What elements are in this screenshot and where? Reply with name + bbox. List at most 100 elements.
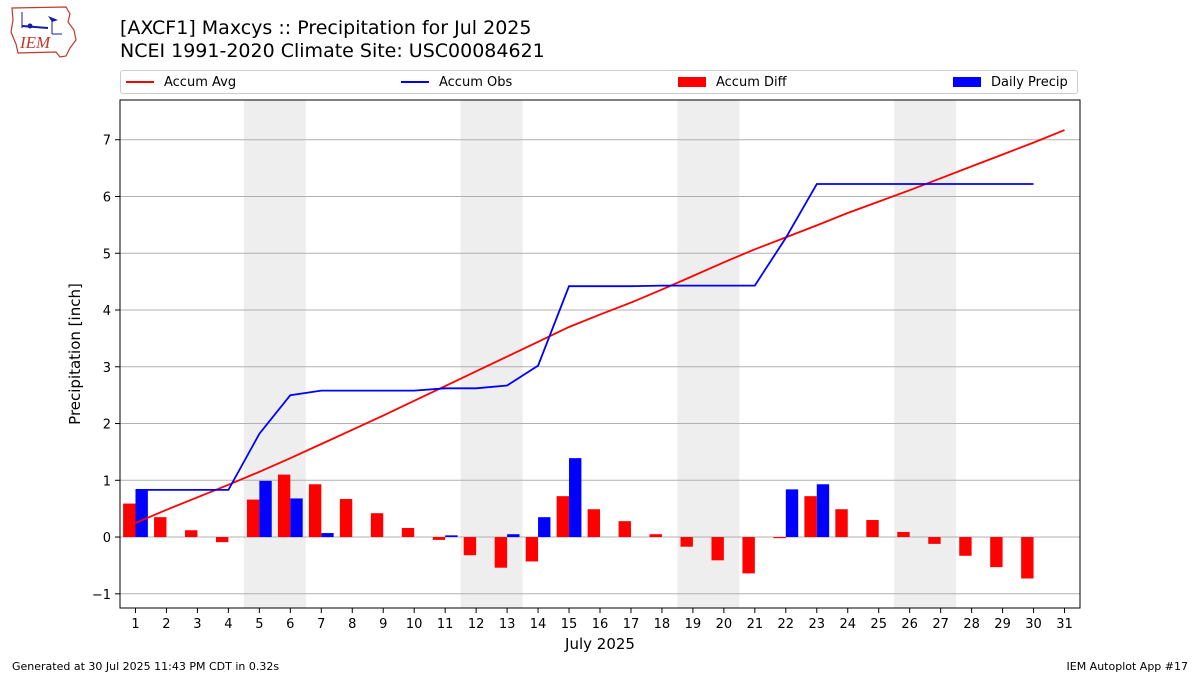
accum-diff-bar [463,537,477,556]
accum-obs-line-swatch [401,81,429,83]
x-tick-label: 2 [162,617,170,632]
y-tick-label: 2 [103,418,111,433]
accum-diff-bar [525,537,539,562]
accum-diff-bar [556,496,570,538]
accum-diff-bar [123,503,136,538]
bars [123,458,1034,579]
accum-diff-bar [680,537,693,547]
accum-diff-bar [1021,537,1034,579]
y-tick-label: 3 [103,361,111,376]
y-tick-label: 5 [103,247,111,262]
accum-diff-bar [928,537,941,544]
accum-diff-bar [897,531,910,538]
accum-diff-box-swatch [678,77,706,87]
daily-precip-bar [135,489,148,538]
x-tick-label: 26 [901,617,918,632]
accum-diff-bar [401,527,415,538]
accum-diff-bar [370,513,384,538]
generated-timestamp: Generated at 30 Jul 2025 11:43 PM CDT in… [12,660,280,673]
x-tick-label: 16 [592,617,609,632]
x-axis-label: July 2025 [564,635,635,653]
chart-title: [AXCF1] Maxcys :: Precipitation for Jul … [120,17,532,39]
x-tick-label: 25 [870,617,887,632]
x-tick-label: 23 [809,617,826,632]
y-tick-label: 7 [103,134,111,149]
accum-diff-bar [277,474,291,538]
accum-obs-line [135,183,1034,491]
chart-subtitle: NCEI 1991-2020 Climate Site: USC00084621 [120,40,545,62]
x-tick-label: 11 [437,617,454,632]
x-tick-label: 8 [348,617,356,632]
legend-item-accum-diff: Accum Diff [678,71,787,93]
x-tick-label: 3 [193,617,201,632]
legend-item-accum-avg: Accum Avg [126,71,236,93]
daily-precip-bar [507,534,520,538]
x-tick-label: 31 [1056,617,1073,632]
lines [135,129,1065,524]
x-tick-label: 5 [255,617,263,632]
accum-diff-bar [154,517,167,538]
legend-item-accum-obs: Accum Obs [401,71,512,93]
app-label: IEM Autoplot App #17 [1066,660,1189,673]
accum-diff-bar [773,537,786,539]
daily-precip-bar [321,533,334,538]
accum-diff-bar [711,537,724,561]
x-tick-label: 4 [224,617,232,632]
accum-diff-bar [216,537,229,543]
daily-precip-bar [290,498,303,538]
y-axis-label: Precipitation [inch] [66,283,84,425]
logo-text: IEM [19,33,51,52]
accum-diff-bar [649,534,662,538]
x-tick-label: 28 [963,617,980,632]
daily-precip-box-swatch [953,77,981,87]
daily-precip-bar [538,517,551,538]
accum-diff-bar [835,509,848,538]
y-tick-label: −1 [92,588,111,603]
accum-avg-line-swatch [126,81,154,83]
daily-precip-bar [445,535,458,538]
x-tick-label: 24 [839,617,856,632]
accum-diff-bar [432,537,446,540]
legend-label-accum-diff: Accum Diff [716,74,787,90]
legend-label-daily-precip: Daily Precip [991,74,1068,90]
x-tick-label: 18 [654,617,671,632]
x-tick-label: 21 [747,617,764,632]
accum-diff-bar [185,530,198,538]
x-tick-label: 30 [1025,617,1042,632]
legend-item-daily-precip: Daily Precip [953,71,1068,93]
accum-diff-bar [618,521,631,538]
y-tick-label: 0 [103,531,111,546]
accum-diff-bar [339,499,353,538]
legend-label-accum-avg: Accum Avg [164,74,237,90]
legend-label-accum-obs: Accum Obs [439,74,513,90]
x-tick-label: 13 [499,617,516,632]
daily-precip-bar [816,484,830,538]
x-tick-label: 29 [994,617,1011,632]
accum-diff-bar [494,537,508,568]
x-tick-label: 27 [932,617,949,632]
x-axis: 1 2 3 4 5 6 7 8 9 10 11 12 13 14 15 16 17 18 19 20 21 22 23 24 2… [131,608,1073,632]
daily-precip-bar [785,489,799,538]
accum-diff-bar [959,537,972,556]
accum-diff-bar [866,520,879,538]
y-tick-label: 1 [103,474,111,489]
accum-diff-bar [587,509,600,538]
weekend-band [677,100,740,608]
accum-diff-bar [990,537,1003,568]
iem-logo: IEM [10,6,77,58]
daily-precip-bar [569,458,582,538]
chart-legend: Accum Avg Accum Obs Accum Diff Daily Pre… [120,70,1078,94]
x-tick-label: 12 [468,617,485,632]
x-tick-label: 20 [716,617,733,632]
x-tick-label: 1 [131,617,139,632]
y-tick-label: 4 [103,304,111,319]
x-tick-label: 7 [317,617,325,632]
accum-diff-bar [804,496,817,538]
x-tick-label: 15 [561,617,578,632]
accum-diff-bar [742,537,755,574]
accum-diff-bar [308,484,322,538]
x-tick-label: 10 [406,617,423,632]
x-tick-label: 6 [286,617,294,632]
x-tick-label: 17 [623,617,640,632]
